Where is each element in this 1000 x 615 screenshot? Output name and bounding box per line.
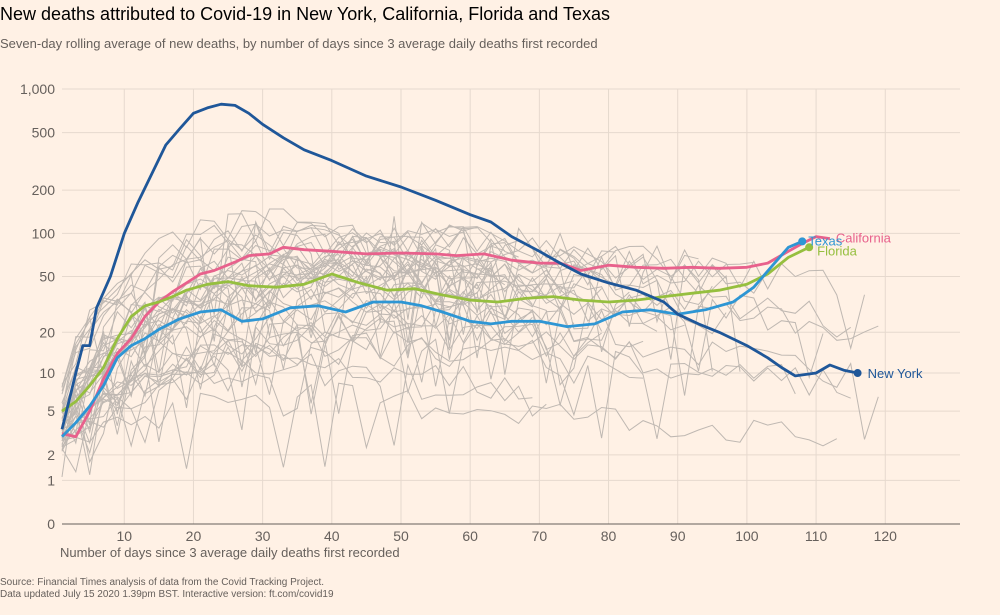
y-tick-label: 1,000 <box>20 81 55 97</box>
x-tick-label: 100 <box>735 528 759 544</box>
y-tick-label: 200 <box>32 182 56 198</box>
update-note: Data updated July 15 2020 1.39pm BST. In… <box>0 589 334 600</box>
series-end-marker-new-york <box>853 369 862 378</box>
x-tick-label: 120 <box>874 528 898 544</box>
series-label-texas: Texas <box>808 233 842 248</box>
series-end-marker-florida <box>805 243 814 252</box>
other-state-line <box>61 283 879 475</box>
x-tick-label: 20 <box>186 528 202 544</box>
series-label-florida: Florida <box>817 243 858 258</box>
y-tick-label: 5 <box>47 403 55 419</box>
y-tick-label: 20 <box>39 324 55 340</box>
x-tick-label: 110 <box>805 528 828 544</box>
y-tick-label: 0 <box>47 516 55 532</box>
series-line-texas <box>61 240 803 438</box>
chart-subtitle: Seven-day rolling average of new deaths,… <box>0 36 598 51</box>
other-state-line <box>61 265 492 474</box>
footer: Source: Financial Times analysis of data… <box>0 577 334 601</box>
other-state-line <box>61 249 713 414</box>
gridlines <box>62 88 960 524</box>
y-tick-label: 500 <box>32 125 56 141</box>
x-tick-label: 50 <box>393 528 409 544</box>
series-label-new-york: New York <box>868 366 923 381</box>
series-end-marker-texas <box>798 237 807 246</box>
other-state-line <box>61 233 505 427</box>
x-tick-label: 70 <box>532 528 548 544</box>
other-states-lines <box>61 208 879 477</box>
other-state-line <box>61 330 851 439</box>
other-state-line <box>61 296 879 440</box>
y-tick-label: 1 <box>47 472 55 488</box>
y-tick-label: 100 <box>32 225 56 241</box>
other-state-line <box>61 236 865 434</box>
other-state-line <box>61 208 727 388</box>
x-tick-label: 40 <box>324 528 340 544</box>
x-tick-label: 80 <box>601 528 617 544</box>
y-tick-label: 50 <box>39 268 55 284</box>
other-state-line <box>61 313 796 455</box>
other-state-line <box>61 268 492 428</box>
source-note: Source: Financial Times analysis of data… <box>0 577 325 588</box>
series-label-california: California <box>836 231 892 246</box>
highlighted-series <box>60 102 862 439</box>
series-line-california <box>61 235 831 439</box>
other-state-line <box>61 225 478 439</box>
series-line-florida <box>61 246 810 413</box>
other-state-line <box>61 303 533 430</box>
x-tick-label: 30 <box>255 528 271 544</box>
x-axis-label: Number of days since 3 average daily dea… <box>60 545 400 560</box>
other-state-line <box>61 252 824 477</box>
y-tick-label: 10 <box>39 365 55 381</box>
y-tick-label: 2 <box>47 447 55 463</box>
x-tick-label: 10 <box>116 528 132 544</box>
other-state-line <box>61 382 838 469</box>
x-tick-label: 60 <box>462 528 478 544</box>
other-state-line <box>61 227 616 436</box>
x-tick-label: 90 <box>670 528 686 544</box>
chart-title: New deaths attributed to Covid-19 in New… <box>0 4 610 24</box>
other-state-line <box>61 301 575 437</box>
other-state-line <box>61 210 713 395</box>
other-state-line <box>61 344 547 452</box>
other-state-line <box>61 301 685 448</box>
other-state-line <box>61 327 644 448</box>
other-state-line <box>61 338 533 448</box>
series-line-new-york <box>60 102 858 430</box>
